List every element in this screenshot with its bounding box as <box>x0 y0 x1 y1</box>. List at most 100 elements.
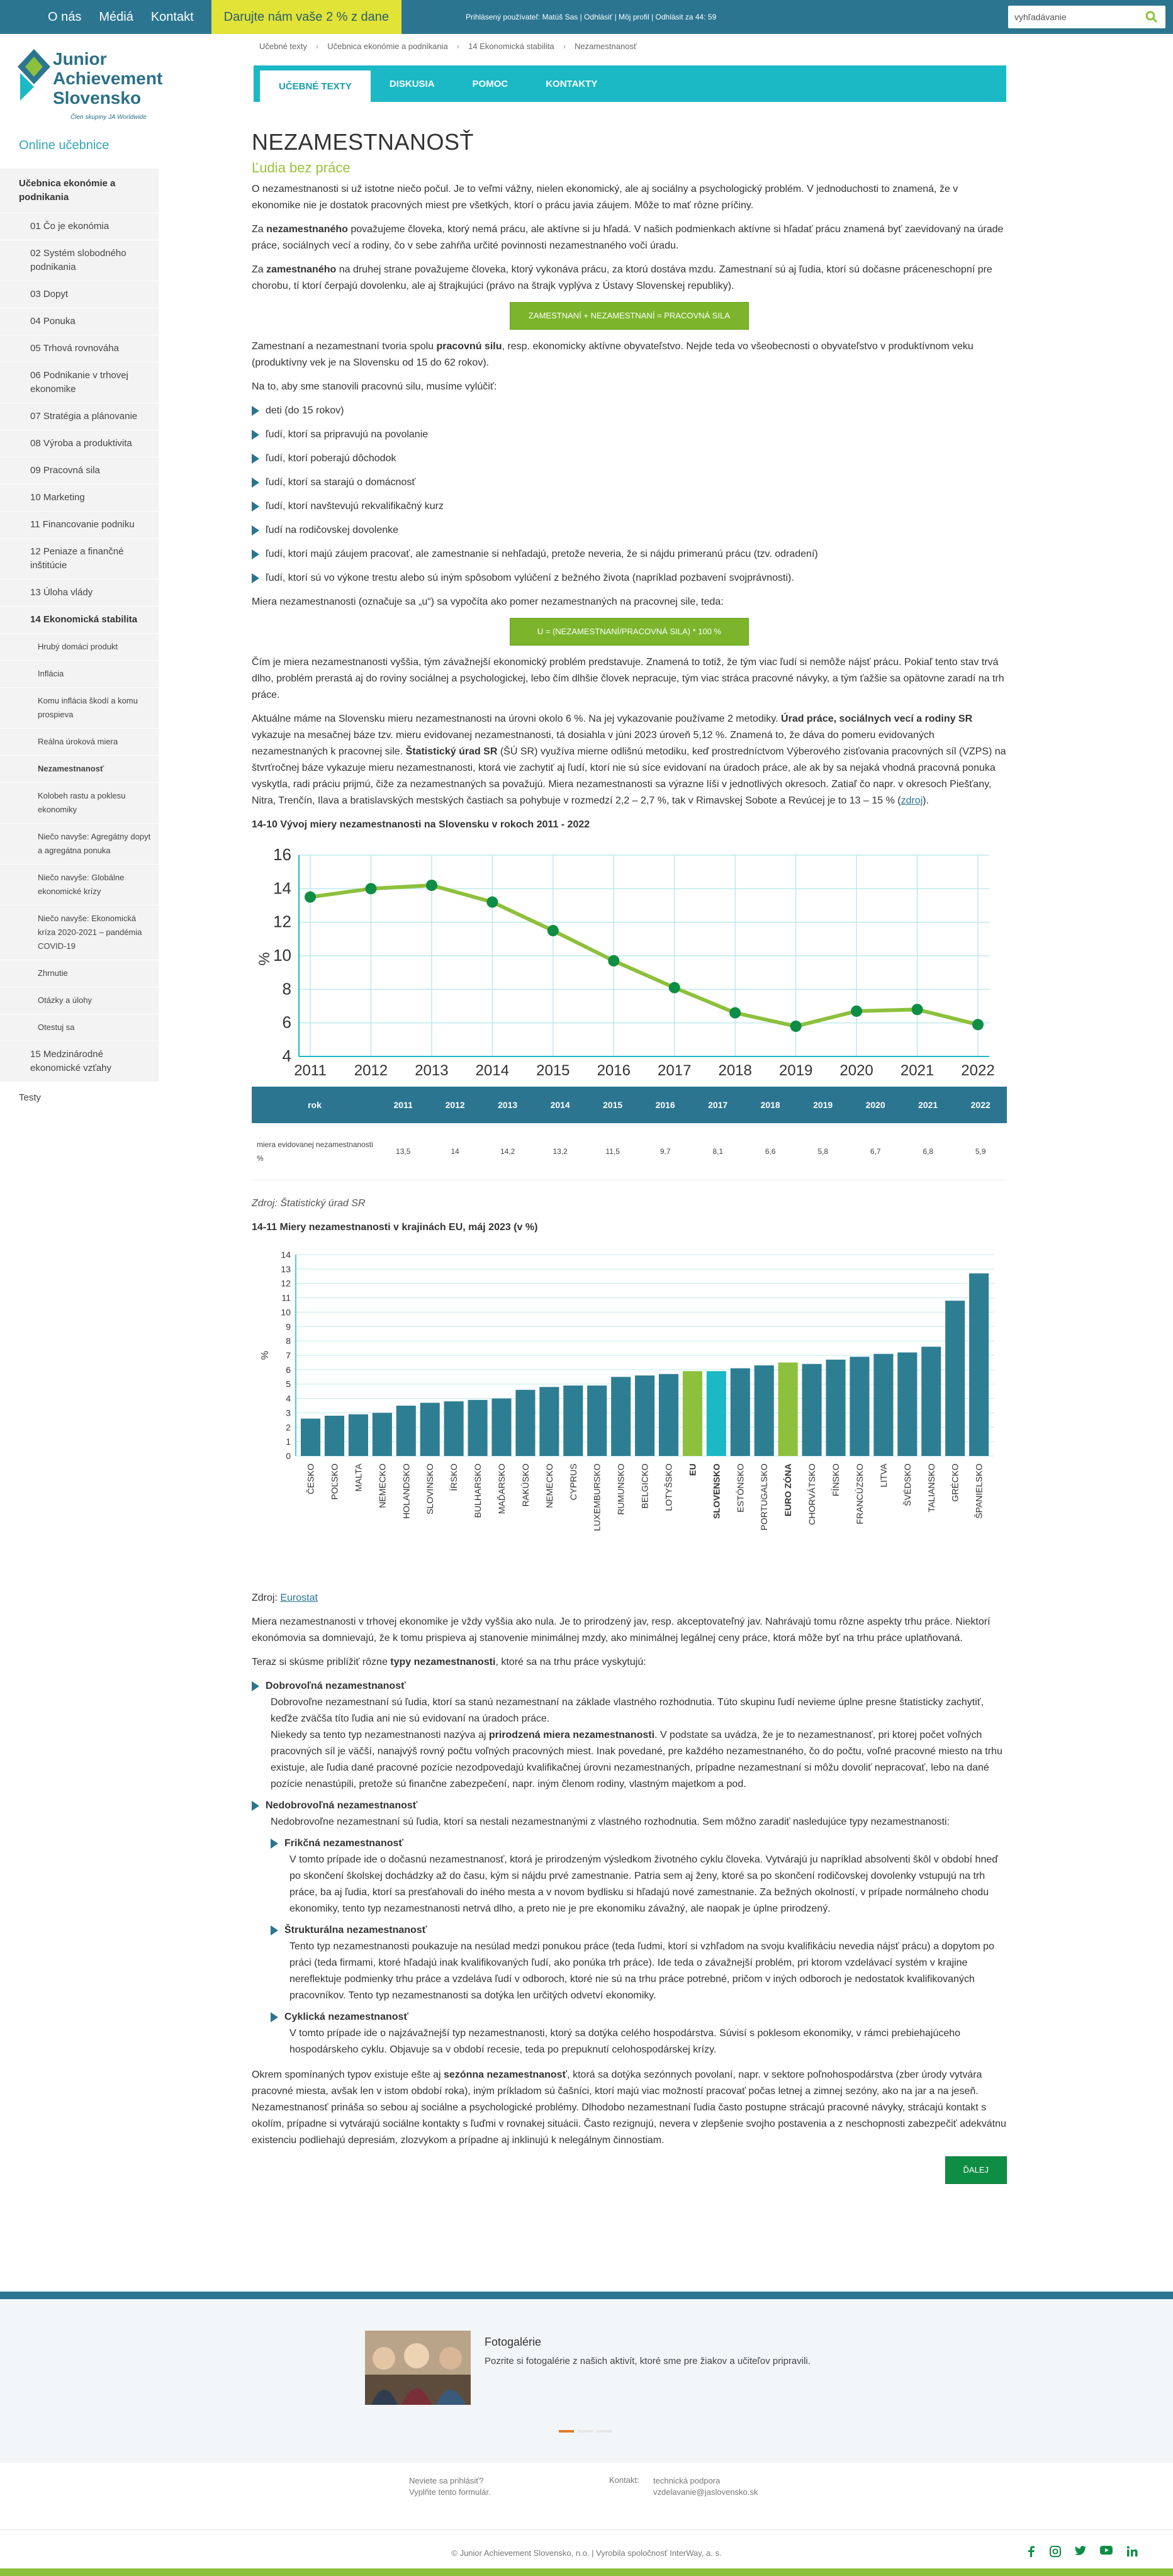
tab-discussion[interactable]: DISKUSIA <box>389 78 435 89</box>
bullet-icon <box>252 1800 259 1811</box>
x-tick-label: MAĎARSKO <box>497 1463 507 1513</box>
type-involuntary: Nedobrovoľná nezamestnanosť Nedobrovoľne… <box>252 1798 1007 2058</box>
carousel-dot[interactable] <box>578 2430 593 2433</box>
table-header-year: 2013 <box>481 1087 534 1123</box>
bar <box>778 1362 798 1456</box>
table-header-year: 2021 <box>901 1087 955 1123</box>
sidebar-item[interactable]: 15 Medzinárodné ekonomické vzťahy <box>0 1041 159 1082</box>
y-tick-label: 3 <box>286 1408 291 1418</box>
bar <box>682 1370 702 1456</box>
list-item-text: ľudí, ktorí sa starajú o domácnosť <box>266 477 416 488</box>
sidebar-item[interactable]: 06 Podnikanie v trhovej ekonomike <box>0 362 159 403</box>
x-tick-label: LUXEMBURSKO <box>592 1463 602 1530</box>
nav-link-media[interactable]: Médiá <box>99 9 133 24</box>
facebook-icon[interactable] <box>1026 2546 1036 2557</box>
y-tick-label: 7 <box>286 1350 291 1360</box>
bullet-icon <box>252 430 259 440</box>
sidebar-item[interactable]: Hrubý domáci produkt <box>0 634 159 661</box>
top-bar: O nás Médiá Kontakt Darujte nám vaše 2 %… <box>0 0 1173 34</box>
paragraph: Za nezamestnaného považujeme človeka, kt… <box>252 224 1004 251</box>
x-tick-label: LOTYŠSKO <box>664 1463 674 1511</box>
x-tick-label: HOLANDSKO <box>401 1463 411 1518</box>
sidebar-item[interactable]: 04 Ponuka <box>0 308 159 335</box>
breadcrumb-item[interactable]: 14 Ekonomická stabilita <box>468 42 554 51</box>
sidebar-item[interactable]: 03 Dopyt <box>0 281 159 308</box>
login-help[interactable]: Neviete sa prihlásiť? <box>409 2476 484 2485</box>
sidebar-item[interactable]: Reálna úroková miera <box>0 729 159 756</box>
sidebar-item[interactable]: 01 Čo je ekonómia <box>0 213 159 240</box>
bar <box>706 1370 726 1456</box>
sidebar-item[interactable]: Otázky a úlohy <box>0 987 159 1014</box>
sidebar-item[interactable]: Niečo navyše: Agregátny dopyt a agregátn… <box>0 824 159 865</box>
bullet-icon <box>252 573 259 583</box>
carousel-dot[interactable] <box>597 2430 612 2433</box>
data-point <box>790 1021 802 1032</box>
bar <box>515 1389 536 1456</box>
linkedin-icon[interactable] <box>1126 2546 1138 2557</box>
sidebar-item[interactable]: 02 Systém slobodného podnikania <box>0 240 159 281</box>
carousel-dot-active[interactable] <box>559 2430 574 2433</box>
list-item: ľudí, ktorí sú vo výkone trestu alebo sú… <box>252 570 1007 586</box>
source-link[interactable]: zdroj <box>901 795 923 806</box>
youtube-icon[interactable] <box>1100 2546 1113 2555</box>
donate-button[interactable]: Darujte nám vaše 2 % z dane <box>211 0 402 34</box>
gallery-promo: Fotogalérie Pozrite si fotogalérie z naš… <box>0 2299 1173 2463</box>
sidebar-item[interactable]: Niečo navyše: Globálne ekonomické krízy <box>0 865 159 905</box>
login-form-link[interactable]: Vyplňte tento formulár. <box>409 2487 491 2497</box>
sidebar-item[interactable]: 12 Peniaze a finančné inštitúcie <box>0 539 159 580</box>
gallery-title[interactable]: Fotogalérie <box>485 2336 542 2348</box>
gallery-photo-icon[interactable] <box>365 2331 471 2405</box>
sidebar-item[interactable]: Nezamestnanosť <box>0 756 159 783</box>
y-tick-label: 6 <box>286 1364 291 1374</box>
contact-email[interactable]: vzdelavanie@jaslovensko.sk <box>653 2487 758 2497</box>
eurostat-link[interactable]: Eurostat <box>280 1592 318 1603</box>
sidebar-title[interactable]: Online učebnice <box>19 138 109 152</box>
table-cell: 9,7 <box>639 1123 692 1180</box>
x-tick-label: 2019 <box>779 1062 812 1078</box>
bar <box>539 1386 559 1456</box>
nav-link-about[interactable]: O nás <box>48 9 82 24</box>
instagram-icon[interactable] <box>1050 2546 1061 2557</box>
next-button[interactable]: ĎALEJ <box>945 2156 1007 2184</box>
list-item-text: ľudí na rodičovskej dovolenke <box>266 525 399 535</box>
sidebar-item[interactable]: Učebnica ekonómie a podnikania <box>0 169 159 213</box>
table-cell: 5,9 <box>954 1123 1007 1180</box>
table-header-year: 2012 <box>429 1087 481 1123</box>
sidebar-item[interactable]: Inflácia <box>0 661 159 688</box>
y-tick-label: 4 <box>283 1046 291 1065</box>
sidebar-item[interactable]: 08 Výroba a produktivita <box>0 430 159 457</box>
sidebar-item[interactable]: 14 Ekonomická stabilita <box>0 607 159 634</box>
search-input[interactable]: vyhľadávanie <box>1008 6 1165 28</box>
sidebar-item[interactable]: Komu inflácia škodí a komu prospieva <box>0 688 159 729</box>
x-tick-label: 2017 <box>658 1062 691 1078</box>
ja-logo[interactable]: Junior Achievement Slovensko Člen skupin… <box>15 48 179 126</box>
breadcrumb-item[interactable]: Učebnica ekonómie a podnikania <box>327 42 448 51</box>
bullet-icon <box>252 454 259 464</box>
sidebar-item[interactable]: Zhrnutie <box>0 960 159 987</box>
table-cell: 14,2 <box>481 1123 534 1180</box>
table-cell: 6,7 <box>849 1123 902 1180</box>
sidebar-item[interactable]: 13 Úloha vlády <box>0 580 159 607</box>
bar <box>826 1359 846 1456</box>
twitter-icon[interactable] <box>1075 2546 1086 2556</box>
sidebar-item[interactable]: Kolobeh rastu a poklesu ekonomiky <box>0 783 159 824</box>
sidebar-item[interactable]: 07 Stratégia a plánovanie <box>0 403 159 430</box>
sidebar-item[interactable]: 11 Financovanie podniku <box>0 512 159 539</box>
x-tick-label: PORTUGALSKO <box>759 1463 769 1530</box>
nav-link-contact[interactable]: Kontakt <box>150 9 194 24</box>
data-point <box>486 896 498 908</box>
table-cell: 5,8 <box>796 1123 850 1180</box>
sidebar-item[interactable]: 10 Marketing <box>0 484 159 512</box>
tab-contacts[interactable]: KONTAKTY <box>546 78 598 89</box>
search-icon[interactable] <box>1145 11 1158 23</box>
x-tick-label: EU <box>687 1464 697 1476</box>
tab-help[interactable]: POMOC <box>472 78 508 89</box>
tab-texts[interactable]: UČEBNÉ TEXTY <box>260 70 371 102</box>
bar <box>611 1376 631 1456</box>
sidebar-item[interactable]: 05 Trhová rovnováha <box>0 335 159 362</box>
sidebar-item[interactable]: Testy <box>0 1082 159 1114</box>
sidebar-item[interactable]: Otestuj sa <box>0 1014 159 1041</box>
sidebar-item[interactable]: 09 Pracovná sila <box>0 457 159 484</box>
sidebar-item[interactable]: Niečo navyše: Ekonomická kríza 2020-2021… <box>0 905 159 960</box>
breadcrumb-item[interactable]: Učebné texty <box>259 42 307 51</box>
